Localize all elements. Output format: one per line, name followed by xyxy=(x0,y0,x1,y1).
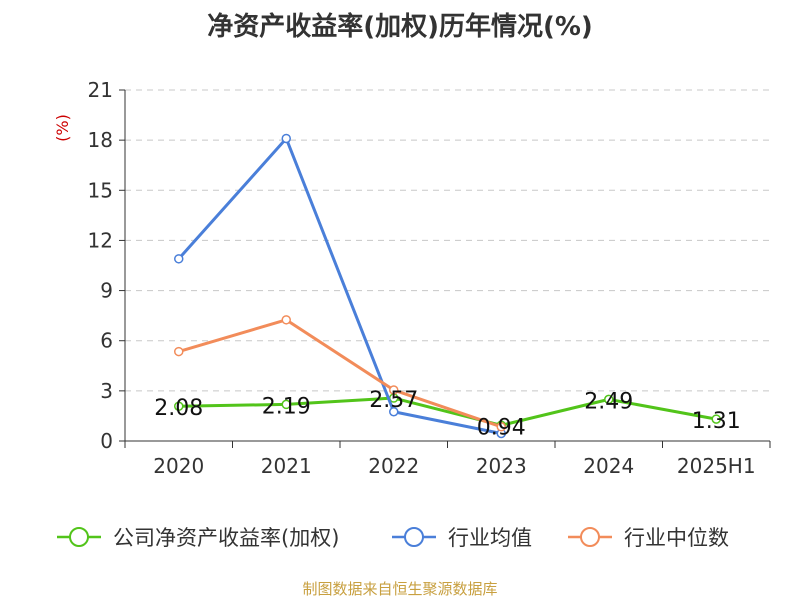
data-point xyxy=(711,414,721,424)
data-point xyxy=(604,394,614,405)
data-label: 2.19 xyxy=(262,394,311,419)
data-label: 2.08 xyxy=(154,396,203,421)
series-line-2 xyxy=(178,318,502,429)
x-tick-label: 2020 xyxy=(153,454,204,478)
y-axis-unit: (%) xyxy=(53,114,72,142)
x-tick-label: 2025H1 xyxy=(677,454,756,478)
y-tick-label: 3 xyxy=(100,379,113,403)
legend-marker xyxy=(404,527,424,547)
data-point xyxy=(281,315,291,325)
x-tick-label: 2024 xyxy=(583,454,634,478)
source-note: 制图数据来自恒生聚源数据库 xyxy=(302,580,498,598)
series-line-1 xyxy=(177,136,502,435)
grid-lines xyxy=(125,89,770,392)
data-point xyxy=(174,401,184,411)
data-label: 0.94 xyxy=(477,415,526,440)
data-label: 2.57 xyxy=(369,388,418,413)
legend-marker xyxy=(580,527,600,547)
x-tick-label: 2022 xyxy=(368,454,419,478)
y-tick-label: 9 xyxy=(100,279,113,303)
x-tick-label: 2021 xyxy=(261,454,312,478)
data-point xyxy=(174,346,184,357)
data-labels: 2.08 2.19 2.57 0.94 2.49 1.31 xyxy=(154,388,740,440)
legend: 公司净资产收益率(加权) 行业均值 行业中位数 xyxy=(57,526,729,550)
data-label: 2.49 xyxy=(584,389,633,414)
legend-label: 行业均值 xyxy=(448,526,532,550)
data-point xyxy=(281,133,291,144)
legend-label: 公司净资产收益率(加权) xyxy=(113,526,339,550)
chart-title: 净资产收益率(加权)历年情况(%) xyxy=(207,12,593,42)
legend-marker xyxy=(69,527,89,547)
y-tick-label: 12 xyxy=(88,228,113,252)
series-line-0 xyxy=(178,396,717,427)
axes: 0 3 6 9 12 15 18 21 (%) 2020 2021 2022 2023 2024 2025H… xyxy=(53,78,771,478)
data-point xyxy=(389,407,399,417)
y-tick-label: 15 xyxy=(88,178,113,202)
x-tick-label: 2023 xyxy=(476,454,527,478)
legend-label: 行业中位数 xyxy=(624,526,729,550)
data-point xyxy=(389,385,399,395)
series-lines xyxy=(174,133,721,439)
data-point xyxy=(174,254,184,264)
data-point xyxy=(281,399,291,410)
y-tick-label: 6 xyxy=(100,329,113,353)
y-tick-label: 21 xyxy=(88,78,113,102)
data-label: 1.31 xyxy=(692,409,741,434)
data-point xyxy=(496,422,506,432)
y-tick-label: 0 xyxy=(100,429,113,453)
y-tick-label: 18 xyxy=(88,128,113,152)
